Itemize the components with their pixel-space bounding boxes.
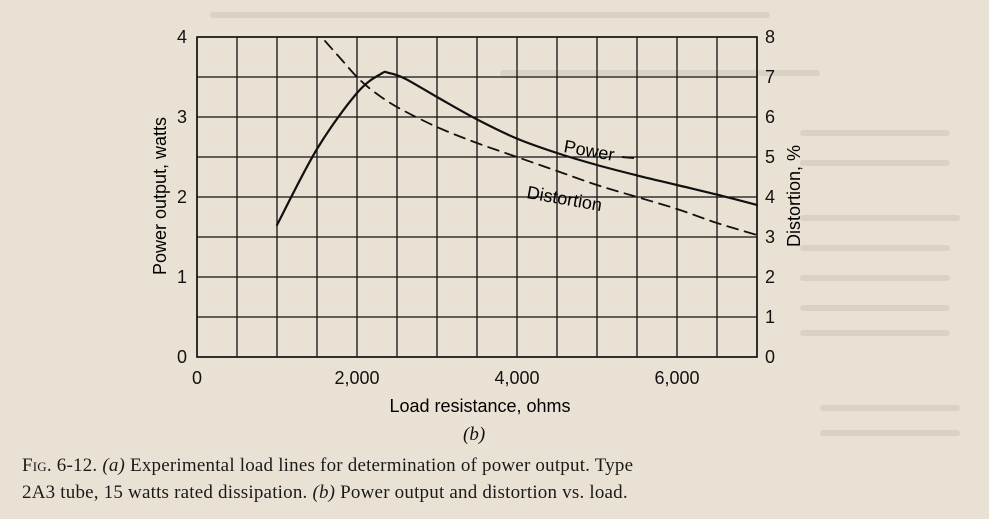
series-line-distortion	[324, 40, 758, 236]
y2-tick-label: 2	[765, 267, 775, 287]
figure-caption: Fig. 6-12. (a) Experimental load lines f…	[22, 452, 962, 506]
y-tick-label: 3	[177, 107, 187, 127]
y2-tick-label: 6	[765, 107, 775, 127]
caption-part-b: (b)	[312, 482, 336, 503]
caption-line2: 2A3 tube, 15 watts rated dissipation.	[22, 482, 313, 503]
annotation-distortion: Distortion	[525, 182, 603, 215]
caption-line1: Experimental load lines for determinatio…	[125, 455, 634, 476]
y-tick-label: 2	[177, 187, 187, 207]
y2-tick-label: 3	[765, 227, 775, 247]
grid	[196, 36, 758, 358]
series-line-power	[275, 70, 759, 227]
y2-tick-label: 1	[765, 307, 775, 327]
y-axis-label: Power output, watts	[150, 117, 170, 275]
x-axis-label: Load resistance, ohms	[389, 396, 570, 416]
y2-tick-label: 8	[765, 27, 775, 47]
subfigure-label: (b)	[463, 424, 486, 445]
y2-tick-label: 0	[765, 347, 775, 367]
y-tick-label: 1	[177, 267, 187, 287]
axes: 0 2,000 4,000 6,000 0 1 2 3 4 0 1 2 3 4 5 6 7 8	[177, 27, 775, 388]
series-layer	[275, 40, 759, 236]
y2-tick-label: 5	[765, 147, 775, 167]
y2-tick-label: 4	[765, 187, 775, 207]
x-tick-label: 6,000	[654, 368, 699, 388]
caption-part-a: (a)	[102, 455, 126, 476]
x-tick-label: 2,000	[334, 368, 379, 388]
plot-frame	[196, 36, 758, 358]
y2-tick-label: 7	[765, 67, 775, 87]
annotation-power: Power	[562, 136, 616, 165]
y-tick-label: 0	[177, 347, 187, 367]
caption-fig-label: Fig. 6-12.	[22, 455, 98, 476]
annotation-leader-power	[621, 156, 635, 159]
caption-line2-rest: Power output and distortion vs. load.	[335, 482, 628, 503]
y2-axis-label: Distortion, %	[784, 145, 804, 247]
x-tick-label: 4,000	[494, 368, 539, 388]
y-tick-label: 4	[177, 27, 187, 47]
x-tick-label: 0	[192, 368, 202, 388]
